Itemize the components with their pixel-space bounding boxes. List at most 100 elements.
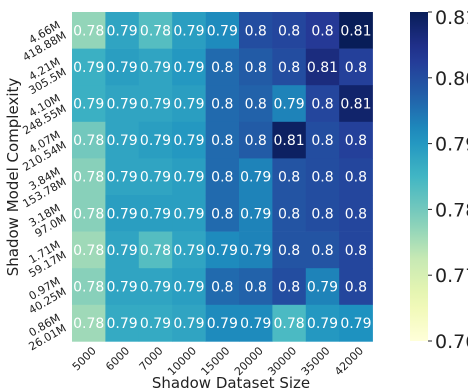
cell-value-label: 0.8 <box>311 97 333 113</box>
heatmap-cell <box>305 268 340 306</box>
heatmap-cell <box>272 85 307 123</box>
heatmap-cell <box>239 121 273 159</box>
cell-value-label: 0.79 <box>173 170 204 186</box>
heatmap-cell <box>239 268 273 306</box>
heatmap-cell <box>205 304 240 342</box>
heatmap-cell <box>105 85 140 123</box>
cell-value-label: 0.79 <box>173 60 204 76</box>
y-tick-label: 0.97M40.25M <box>21 275 69 317</box>
cell-value-label: 0.8 <box>311 133 333 149</box>
cell-value-label: 0.79 <box>107 243 138 259</box>
heatmap-cell <box>239 304 273 342</box>
cell-value-label: 0.79 <box>173 23 204 39</box>
heatmap-cell <box>105 268 140 306</box>
cell-value-label: 0.79 <box>140 133 171 149</box>
y-tick-label: 4.66M418.88M <box>14 18 68 64</box>
heatmap-cell <box>339 85 373 123</box>
colorbar-tick-label: 0.77 <box>435 265 468 287</box>
colorbar-tick-label: 0.80 <box>435 68 468 90</box>
cell-value-label: 0.79 <box>207 243 238 259</box>
cell-value-label: 0.79 <box>140 170 171 186</box>
heatmap-cell <box>239 231 273 269</box>
heatmap-cell <box>138 231 173 269</box>
heatmap-cell <box>172 12 206 49</box>
cell-value-label: 0.8 <box>211 170 233 186</box>
heatmap-cell <box>339 304 373 342</box>
heatmap-cell <box>138 48 173 86</box>
cell-value-label: 0.79 <box>173 206 204 222</box>
cell-value-label: 0.79 <box>173 133 204 149</box>
cell-value-label: 0.8 <box>311 23 333 39</box>
cell-value-label: 0.8 <box>311 170 333 186</box>
cell-value-label: 0.8 <box>211 206 233 222</box>
cell-value-label: 0.8 <box>311 243 333 259</box>
heatmap-cell <box>72 231 106 269</box>
heatmap-cell <box>339 195 373 232</box>
cell-value-label: 0.79 <box>140 316 171 332</box>
y-tick-label: 0.86M26.01M <box>21 311 69 353</box>
heatmap-cell <box>339 12 373 49</box>
cell-value-label: 0.8 <box>211 60 233 76</box>
heatmap-cell <box>339 48 373 86</box>
heatmap-cell <box>172 304 206 342</box>
cell-value-label: 0.8 <box>345 206 367 222</box>
cell-value-label: 0.79 <box>107 280 138 296</box>
heatmap-cell <box>172 158 206 196</box>
colorbar-tick-label: 0.78 <box>435 199 468 221</box>
heatmap-cell <box>105 304 140 342</box>
cell-value-label: 0.8 <box>345 243 367 259</box>
cell-value-label: 0.8 <box>278 280 300 296</box>
cell-value-label: 0.78 <box>140 243 171 259</box>
cell-value-label: 0.79 <box>307 316 338 332</box>
heatmap-cell <box>305 231 340 269</box>
heatmap-cell <box>205 48 240 86</box>
cell-value-label: 0.79 <box>107 60 138 76</box>
y-tick-label: 3.18M97.0M <box>27 201 69 240</box>
cell-value-label: 0.79 <box>240 206 271 222</box>
x-tick-label: 7000 <box>137 344 166 373</box>
heatmap-cell <box>305 195 340 232</box>
cell-value-label: 0.79 <box>140 280 171 296</box>
heatmap-cell <box>72 158 106 196</box>
y-tick-labels: 4.66M418.88M4.21M305.5M4.10M248.55M4.07M… <box>14 18 69 353</box>
heatmap-cell <box>72 304 106 342</box>
cell-value-label: 0.79 <box>274 97 305 113</box>
colorbar-tick-label: 0.81 <box>435 7 468 29</box>
heatmap-cell <box>72 195 106 232</box>
x-tick-label: 6000 <box>103 344 132 373</box>
cell-value-label: 0.8 <box>278 23 300 39</box>
heatmap-cell <box>172 231 206 269</box>
heatmap-cell <box>205 158 240 196</box>
heatmap-cell <box>72 85 106 123</box>
cell-value-label: 0.8 <box>211 280 233 296</box>
cell-value-label: 0.78 <box>73 133 104 149</box>
cell-value-label: 0.79 <box>107 170 138 186</box>
heatmap-cell <box>272 121 307 159</box>
heatmap-cell <box>138 12 173 49</box>
cell-value-label: 0.79 <box>173 316 204 332</box>
heatmap-cell <box>205 195 240 232</box>
heatmap-cell <box>172 85 206 123</box>
y-tick-label: 4.07M210.54M <box>14 128 68 174</box>
heatmap-cell <box>138 121 173 159</box>
x-axis-label: Shadow Dataset Size <box>152 374 310 392</box>
cell-value-label: 0.8 <box>345 170 367 186</box>
heatmap-cell <box>339 158 373 196</box>
x-tick-label: 5000 <box>70 344 99 373</box>
heatmap-cell <box>172 48 206 86</box>
cell-value-label: 0.8 <box>245 23 267 39</box>
cell-value-label: 0.8 <box>278 243 300 259</box>
heatmap-cell <box>239 48 273 86</box>
cell-value-label: 0.79 <box>140 206 171 222</box>
heatmap-cell <box>305 304 340 342</box>
cell-value-label: 0.8 <box>211 97 233 113</box>
heatmap-cell <box>138 195 173 232</box>
colorbar: 0.76 0.77 0.78 0.79 0.80 0.81 <box>410 7 468 353</box>
cell-value-label: 0.8 <box>345 280 367 296</box>
heatmap-cell <box>339 268 373 306</box>
cell-value-label: 0.79 <box>107 133 138 149</box>
x-tick-label: 42000 <box>332 344 366 378</box>
cell-value-label: 0.8 <box>245 280 267 296</box>
heatmap-cell <box>72 12 106 49</box>
